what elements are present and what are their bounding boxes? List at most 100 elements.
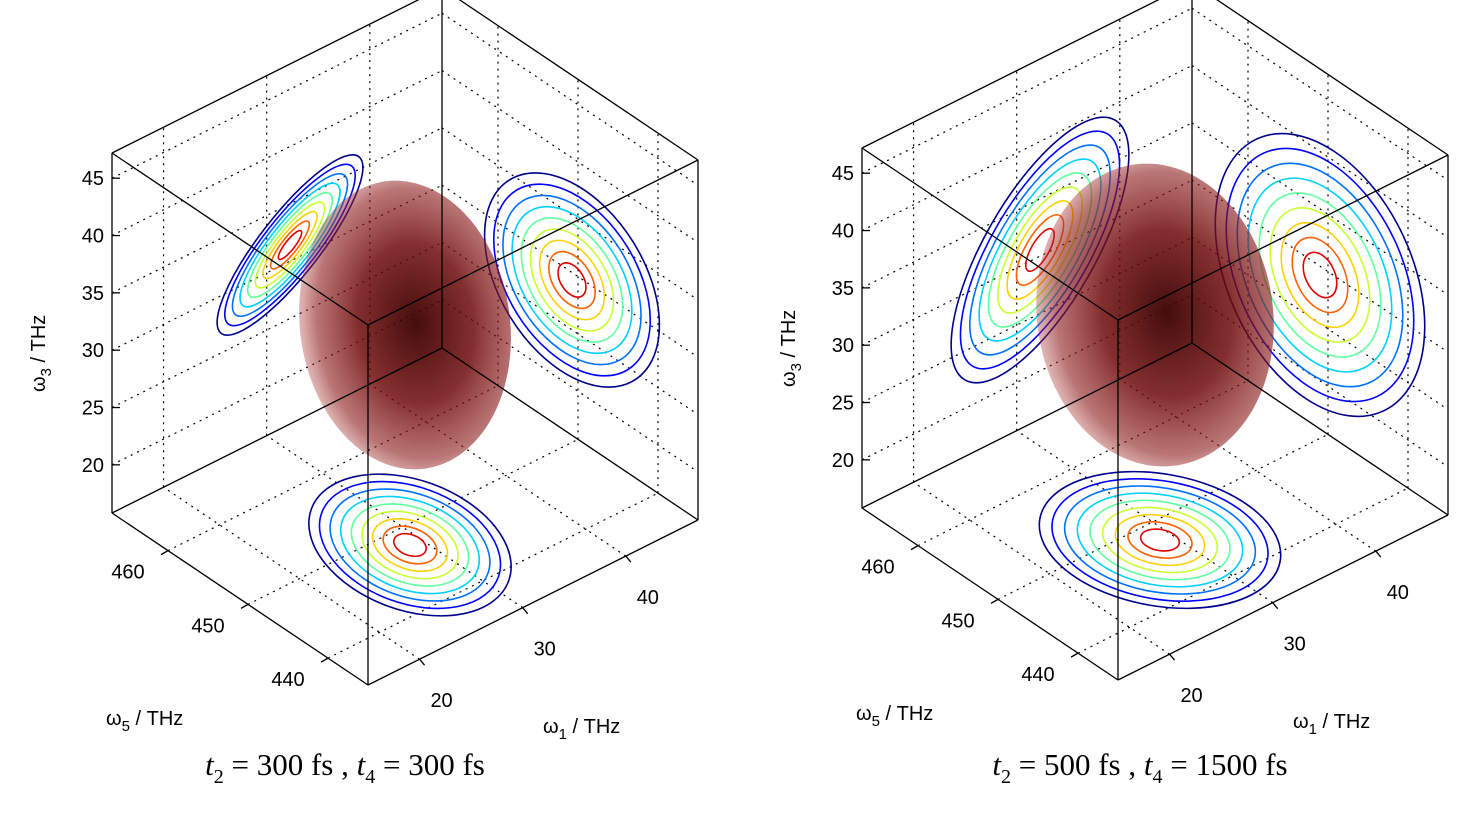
z-tick-label: 40 [832, 221, 854, 243]
contour-line [548, 250, 596, 310]
tick-mark [1375, 550, 1382, 558]
box-edge [1191, 342, 1449, 516]
contour-projection [1038, 470, 1282, 610]
x-tick-label: 30 [1284, 634, 1306, 656]
contour-line [538, 239, 606, 321]
x-tick-label: 20 [430, 690, 452, 712]
box-edge [367, 159, 699, 326]
contour-line [308, 473, 512, 617]
contour-line [262, 210, 318, 280]
contour-line [361, 510, 459, 580]
caption-part: = 1500 fs [1163, 747, 1288, 782]
box-edge [111, 512, 369, 686]
tick-mark [419, 658, 426, 666]
z-axis-label: ω3 / THz [28, 315, 55, 392]
tick-mark [625, 555, 632, 563]
contour-line [511, 205, 633, 355]
contour-line [483, 172, 661, 388]
grid-line [163, 486, 420, 660]
axis-index: 5 [872, 713, 880, 730]
z-tick-label: 45 [832, 163, 854, 185]
contour-line [1076, 492, 1244, 588]
y-axis-label: ω5 / THz [106, 708, 183, 735]
axis-unit: / THz [778, 310, 800, 363]
grid-line [327, 492, 659, 659]
contour-projection [216, 154, 364, 336]
grid-line [1191, 179, 1449, 353]
grid-line [441, 299, 699, 473]
axis-index: 3 [38, 368, 55, 376]
y-tick-label: 450 [941, 610, 974, 632]
y-tick-label: 460 [861, 557, 894, 579]
caption-part: 2 [1001, 766, 1011, 788]
tick-mark [1169, 653, 1176, 661]
tick-mark [1272, 602, 1279, 610]
isosurface [299, 180, 511, 470]
axis-symbol: ω [543, 716, 559, 738]
contour-line [393, 532, 427, 558]
grid-line [1016, 430, 1274, 604]
box-edge [861, 147, 1119, 321]
x-tick-label: 30 [534, 639, 556, 661]
z-tick-label: 30 [82, 340, 104, 362]
grid-line [369, 383, 627, 557]
box-edge [441, 347, 699, 521]
contour-line [246, 191, 334, 299]
z-tick-label: 40 [82, 226, 104, 248]
caption-part: = 500 fs , [1011, 747, 1144, 782]
contour-line [502, 194, 642, 366]
contour-line [520, 217, 624, 343]
grid-line [1191, 294, 1449, 468]
box-edge [367, 519, 699, 686]
box-edge [1117, 514, 1449, 681]
grid-line [441, 184, 699, 358]
grid-line [913, 481, 1170, 655]
caption-part: = 300 fs , [224, 747, 357, 782]
contour-line [239, 182, 341, 308]
caption: t2 = 300 fs , t4 = 300 fs [205, 747, 485, 788]
x-axis-label: ω1 / THz [1293, 711, 1370, 738]
grid-line [441, 70, 699, 244]
grid-line [1191, 7, 1449, 181]
box-edge [1117, 154, 1449, 321]
caption-part: t [992, 747, 1002, 782]
contour-line [350, 503, 470, 587]
tick-mark [990, 598, 999, 604]
contour-line [529, 228, 615, 332]
axis-index: 3 [788, 363, 805, 371]
axis-symbol: ω [856, 703, 872, 725]
axis-symbol: ω [28, 376, 50, 392]
contour-line [1127, 521, 1193, 559]
contour-line [1063, 485, 1257, 595]
axis-index: 5 [122, 718, 130, 735]
box-edge [1216, 0, 1449, 156]
y-tick-label: 450 [191, 615, 224, 637]
box-edge [861, 0, 1160, 149]
contour-line [254, 201, 326, 289]
contour-line [329, 488, 491, 602]
caption-part: 4 [365, 766, 375, 788]
caption-part: = 300 fs [375, 747, 485, 782]
contour-line [1114, 513, 1206, 567]
contour-line [1269, 207, 1371, 343]
contour-line [371, 517, 449, 573]
tick-mark [240, 603, 249, 609]
grid-line [441, 127, 699, 301]
grid-line [441, 12, 699, 186]
grid-line [111, 12, 443, 179]
grid-line [861, 7, 1193, 174]
y-tick-label: 440 [271, 669, 304, 691]
contour-line [269, 220, 311, 270]
contour-line [557, 262, 587, 298]
z-tick-label: 45 [82, 168, 104, 190]
x-tick-label: 40 [637, 587, 659, 609]
x-axis-label: ω1 / THz [543, 716, 620, 743]
tick-mark [910, 545, 919, 551]
axis-symbol: ω [106, 708, 122, 730]
contour-line [492, 183, 652, 377]
x-tick-label: 40 [1387, 582, 1409, 604]
axis-index: 1 [559, 726, 567, 743]
tick-mark [320, 657, 329, 663]
contour-projection [950, 116, 1130, 384]
